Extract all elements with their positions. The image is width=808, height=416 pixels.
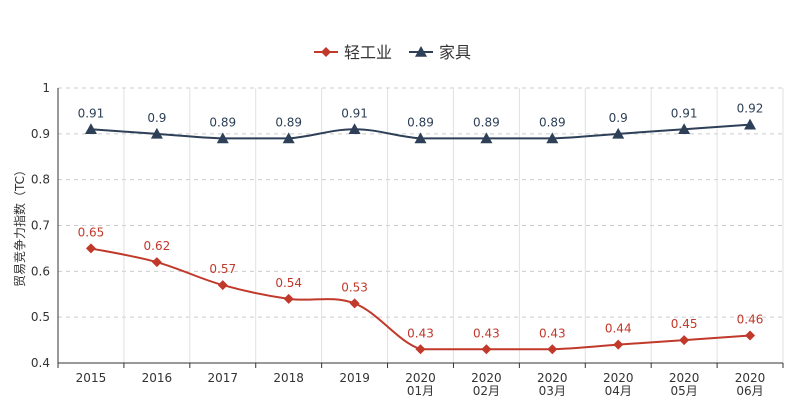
data-point (151, 257, 162, 268)
data-point (745, 330, 756, 341)
data-label: 0.53 (341, 280, 368, 294)
x-tick-label: 2015 (76, 371, 107, 385)
y-tick-label: 0.6 (31, 264, 50, 278)
series-layer: 0.65 0.62 0.57 0.54 0.53 0.43 0.43 0.43 0.44 0.45… (78, 102, 764, 355)
legend-label: 家具 (439, 43, 471, 62)
y-tick-label: 0.9 (31, 127, 50, 141)
data-point (84, 123, 97, 135)
data-label: 0.9 (609, 111, 628, 125)
data-label: 0.89 (473, 115, 500, 129)
x-tick-label: 2020 06月 (735, 371, 766, 398)
data-point (744, 118, 757, 130)
data-point (613, 339, 624, 350)
data-label: 0.91 (671, 106, 698, 120)
data-point (85, 243, 96, 254)
legend[interactable]: 轻工业 家具 (314, 43, 471, 62)
data-point (547, 344, 558, 355)
y-tick-label: 0.7 (31, 219, 50, 233)
data-point (217, 280, 228, 291)
x-tick-label: 2018 (273, 371, 304, 385)
data-label: 0.44 (605, 322, 632, 336)
x-tick-label: 2020 02月 (471, 371, 502, 398)
series-1: 0.65 0.62 0.57 0.54 0.53 0.43 0.43 0.43 0.44 0.45… (78, 225, 764, 355)
y-axis-title: 贸易竞争力指数（TC） (12, 164, 27, 287)
y-tick-label: 1 (42, 81, 50, 95)
data-label: 0.54 (275, 276, 302, 290)
triangle-icon (415, 46, 427, 57)
data-point (481, 344, 492, 355)
x-tick-label: 2019 (339, 371, 370, 385)
legend-item-2[interactable]: 家具 (409, 43, 471, 62)
data-point (216, 132, 229, 144)
data-point (414, 132, 427, 144)
series-2: 0.91 0.9 0.89 0.89 0.91 0.89 0.89 0.89 0.9 0.91 0.… (78, 102, 764, 144)
data-label: 0.89 (275, 115, 302, 129)
data-point (679, 335, 690, 346)
data-label: 0.89 (539, 115, 566, 129)
y-tick-label: 0.5 (31, 310, 50, 324)
data-point (150, 127, 163, 139)
legend-label: 轻工业 (344, 43, 392, 62)
x-tick-label: 2016 (142, 371, 173, 385)
y-tick-label: 0.8 (31, 173, 50, 187)
x-tick-label: 2020 04月 (603, 371, 634, 398)
legend-item-1[interactable]: 轻工业 (314, 43, 392, 62)
data-label: 0.89 (209, 115, 236, 129)
data-label: 0.43 (407, 326, 434, 340)
x-tick-label: 2017 (207, 371, 238, 385)
data-label: 0.92 (737, 102, 764, 116)
data-label: 0.45 (671, 317, 698, 331)
data-point (546, 132, 559, 144)
data-point (349, 298, 360, 309)
data-label: 0.62 (144, 239, 171, 253)
data-point (480, 132, 493, 144)
data-point (415, 344, 426, 355)
data-label: 0.91 (341, 106, 368, 120)
data-label: 0.43 (473, 326, 500, 340)
data-label: 0.43 (539, 326, 566, 340)
data-point (283, 293, 294, 304)
x-tick-label: 2020 01月 (405, 371, 436, 398)
x-tick-label: 2020 05月 (669, 371, 700, 398)
data-point (612, 127, 625, 139)
data-label: 0.89 (407, 115, 434, 129)
data-point (348, 123, 361, 135)
data-point (282, 132, 295, 144)
data-point (678, 123, 691, 135)
data-label: 0.91 (78, 106, 105, 120)
data-label: 0.9 (147, 111, 166, 125)
diamond-icon (321, 47, 331, 57)
y-tick-label: 0.4 (31, 356, 50, 370)
data-label: 0.57 (209, 262, 236, 276)
x-tick-label: 2020 03月 (537, 371, 568, 398)
data-label: 0.46 (737, 313, 764, 327)
data-label: 0.65 (78, 225, 105, 239)
